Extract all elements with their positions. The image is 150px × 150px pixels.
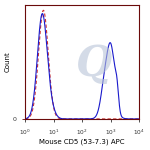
Text: Q: Q	[75, 43, 112, 85]
X-axis label: Mouse CD5 (53-7.3) APC: Mouse CD5 (53-7.3) APC	[39, 139, 125, 145]
Y-axis label: Count: Count	[5, 51, 11, 72]
